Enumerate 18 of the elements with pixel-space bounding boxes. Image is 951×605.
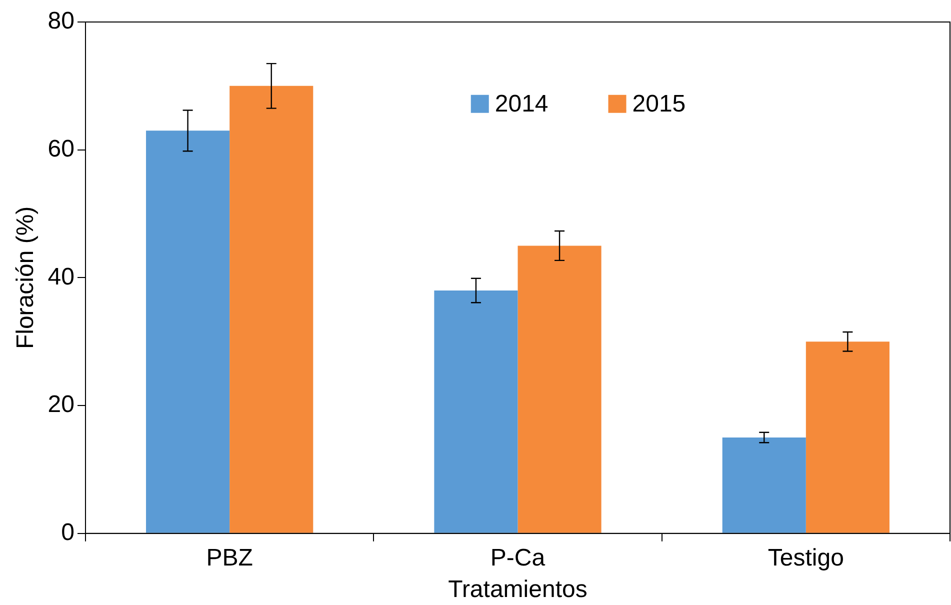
y-tick-label: 20 <box>48 391 74 418</box>
x-tick-label: Testigo <box>768 544 844 572</box>
bar <box>518 246 602 533</box>
bar <box>230 86 314 533</box>
y-tick-label: 60 <box>48 135 74 162</box>
y-axis-title: Floración (%) <box>12 206 40 350</box>
y-tick-label: 40 <box>48 263 74 290</box>
bar <box>434 290 518 533</box>
legend-label: 2015 <box>632 90 686 118</box>
x-tick-label: P-Ca <box>490 544 546 572</box>
legend-label: 2014 <box>494 90 548 118</box>
bar <box>146 130 230 533</box>
x-tick-label: PBZ <box>206 544 253 572</box>
bar <box>806 342 890 533</box>
bar <box>722 438 806 533</box>
x-axis-title: Tratamientos <box>448 576 588 604</box>
y-tick-label: 80 <box>48 8 74 35</box>
y-tick-label: 0 <box>61 519 74 546</box>
